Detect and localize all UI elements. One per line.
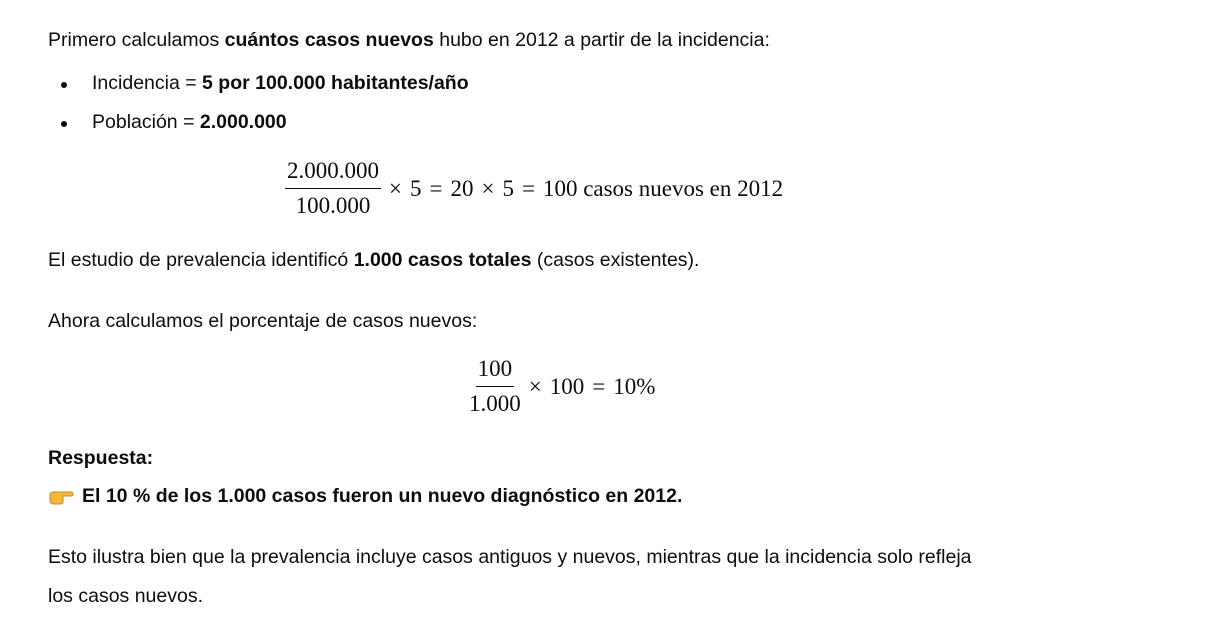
equals-operator: = [429, 175, 443, 201]
result: 10% [613, 373, 656, 399]
prevalence-bold: 1.000 casos totales [353, 249, 532, 271]
intro-text-end: hubo en 2012 a partir de la incidencia: [433, 29, 770, 51]
intro-paragraph: Primero calculamos cuántos casos nuevos … [48, 29, 770, 52]
bullet-dot [61, 121, 67, 127]
intermediate: 20 [450, 175, 474, 201]
pointing-hand-icon [49, 491, 74, 504]
result: 100 casos nuevos en 2012 [542, 175, 784, 201]
answer-text: El 10 % de los 1.000 casos fueron un nue… [82, 485, 683, 507]
answer-line: El 10 % de los 1.000 casos fueron un nue… [48, 485, 682, 508]
bullet-dot [61, 82, 67, 88]
equals-operator: = [592, 373, 606, 399]
times-operator: × [481, 175, 495, 201]
prevalence-paragraph: El estudio de prevalencia identificó 1.0… [48, 249, 699, 272]
list-item-value: 2.000.000 [199, 111, 287, 133]
factor: 5 [502, 175, 514, 201]
intro-text: Primero calculamos [48, 29, 225, 51]
list-item-incidence: Incidencia = 5 por 100.000 habitantes/añ… [92, 72, 469, 95]
conclusion-line-2: los casos nuevos. [48, 585, 204, 607]
fraction: 100 1.000 [469, 356, 521, 417]
factor: 5 [409, 175, 422, 201]
intro-bold: cuántos casos nuevos [224, 29, 434, 51]
answer-heading: Respuesta: [48, 447, 154, 469]
times-operator: × [528, 373, 542, 399]
numerator: 100 [475, 356, 515, 387]
conclusion-line-1: Esto ilustra bien que la prevalencia inc… [48, 546, 972, 568]
denominator: 1.000 [469, 391, 521, 416]
numerator: 2.000.000 [285, 158, 381, 189]
prevalence-text-end: (casos existentes). [531, 249, 700, 271]
list-item-value: 5 por 100.000 habitantes/año [202, 72, 469, 94]
fraction: 2.000.000 100.000 [285, 158, 381, 219]
list-item-label: Población = [92, 111, 200, 133]
equals-operator: = [521, 175, 535, 201]
formula-new-cases: 2.000.000 100.000 × 5 = 20 × 5 = 100 casos nuevo… [285, 158, 791, 219]
times-operator: × [389, 175, 402, 201]
percent-intro: Ahora calculamos el porcentaje de casos … [48, 310, 478, 332]
prevalence-text: El estudio de prevalencia identificó [48, 249, 354, 271]
list-item-label: Incidencia = [92, 72, 203, 94]
formula-percent: 100 1.000 × 100 = 10% [469, 356, 663, 417]
list-item-population: Población = 2.000.000 [92, 111, 287, 134]
denominator: 100.000 [295, 193, 371, 218]
factor: 100 [549, 373, 585, 399]
